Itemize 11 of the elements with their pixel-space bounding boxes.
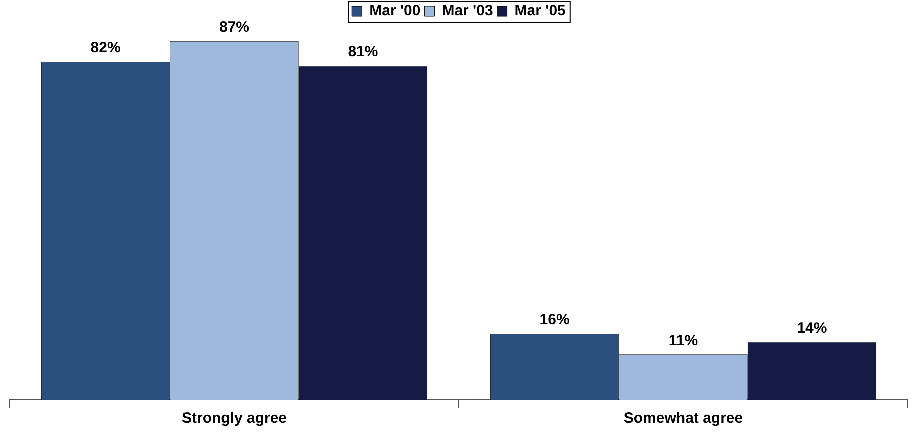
x-tick-label: Somewhat agree — [624, 410, 744, 428]
data-label: 14% — [797, 320, 828, 337]
data-label: 82% — [90, 40, 121, 57]
x-tick-label: Strongly agree — [182, 410, 288, 428]
data-label: 11% — [668, 332, 698, 350]
legend-label: Mar '00 — [370, 2, 421, 20]
legend-label: Mar '03 — [442, 2, 494, 20]
data-label: 81% — [348, 44, 378, 61]
data-label: 16% — [540, 312, 570, 329]
data-label: 87% — [219, 19, 250, 36]
legend-label: Mar '05 — [514, 2, 566, 20]
